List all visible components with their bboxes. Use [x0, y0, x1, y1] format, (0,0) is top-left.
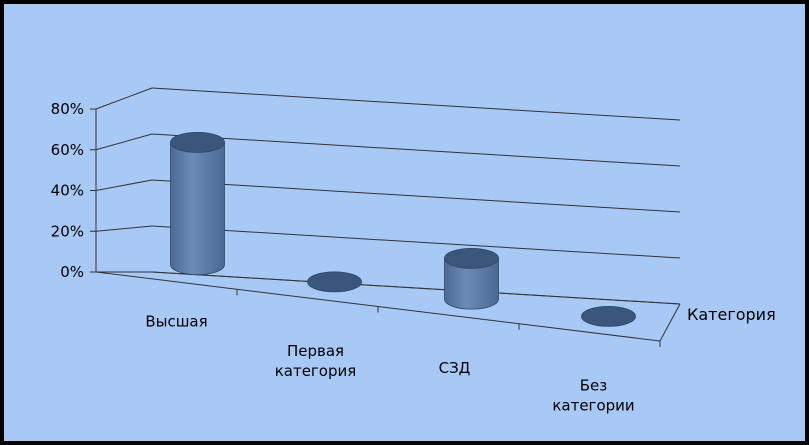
x-tick-label-2: СЗД: [439, 359, 471, 377]
x-tick-label-1: Первая категория: [275, 342, 357, 380]
bar-top-1: [307, 271, 362, 293]
bar-top-0: [170, 131, 225, 153]
y-tick-label-3: 60%: [51, 141, 84, 159]
bars: [170, 131, 636, 327]
bar-2: [444, 247, 499, 310]
floor-right-edge: [659, 303, 681, 342]
grid-line-3: [151, 133, 681, 167]
bar-body-2: [444, 257, 499, 310]
y-tick-label-1: 20%: [51, 222, 84, 240]
chart-plot: 0% 20% 40% 60% 80% Высшая Первая категория СЗД Бе…: [51, 87, 776, 414]
bar-body-0: [170, 141, 225, 276]
grid-line-4: [151, 87, 681, 121]
bar-top-2: [444, 247, 499, 269]
grid-line-2: [151, 179, 681, 213]
axes: [90, 108, 681, 347]
bar-top-3: [581, 305, 636, 327]
y-tick-label-2: 40%: [51, 182, 84, 200]
x-axis-title: Категория: [687, 305, 776, 324]
x-tick-label-3: Без категории: [552, 376, 634, 414]
bar-1: [307, 271, 362, 293]
grid-diagonal-2: [95, 179, 153, 191]
y-tick-label-0: 0%: [60, 263, 84, 281]
grid-line-1: [151, 225, 681, 259]
grid-lines: [95, 87, 681, 305]
grid-diagonal-3: [95, 133, 153, 151]
grid-diagonal-4: [95, 87, 153, 110]
bar-3: [581, 305, 636, 327]
bar-0: [170, 131, 225, 276]
labels: 0% 20% 40% 60% 80% Высшая Первая категория СЗД Бе…: [51, 100, 776, 414]
y-tick-label-4: 80%: [51, 100, 84, 118]
floor-back-edge: [151, 271, 681, 305]
grid-diagonal-1: [95, 225, 153, 232]
x-tick-label-0: Высшая: [145, 313, 207, 331]
